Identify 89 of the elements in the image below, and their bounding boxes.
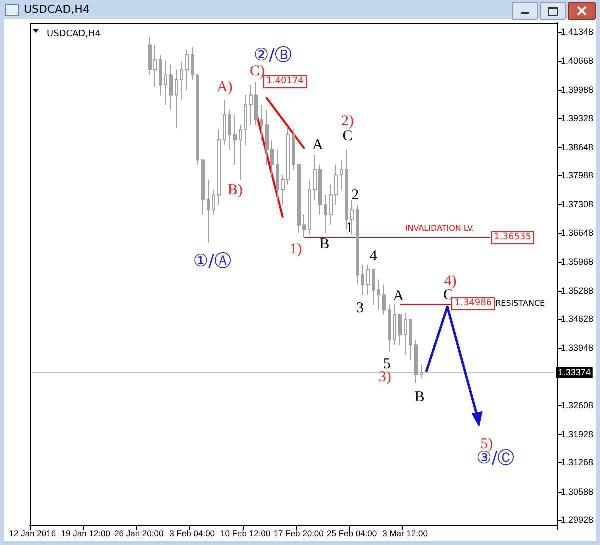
y-tick-label: 1.39328 [561, 113, 594, 124]
annotation: C [342, 128, 353, 144]
y-tick-label: 1.32608 [561, 400, 594, 410]
annotation: A) [216, 80, 233, 96]
annotation: B) [228, 182, 243, 198]
y-tick-label: 1.29928 [561, 514, 594, 525]
candlestick [185, 49, 189, 91]
candlestick [244, 94, 247, 146]
y-tick-label: 1.35968 [561, 256, 594, 267]
candlestick [239, 124, 242, 180]
annotation: 4) [444, 274, 457, 290]
y-tick-label: 1.34628 [561, 314, 594, 324]
candlestick [409, 319, 412, 361]
x-tick-label: 19 Jan 12:00 [61, 528, 111, 538]
annotation: 2 [352, 188, 360, 204]
candlestick [233, 114, 237, 166]
candlestick [164, 60, 167, 106]
candlestick [420, 364, 423, 379]
x-tick-label: 3 Feb 04:00 [170, 528, 216, 538]
y-tick-label: 1.41348 [561, 27, 594, 38]
annotation: A [393, 288, 404, 304]
candlestick [207, 179, 210, 244]
candlestick [191, 46, 194, 80]
candlestick [377, 279, 380, 311]
candlestick [196, 74, 199, 166]
y-tick-label: 1.37988 [561, 170, 594, 181]
annotation: 4 [370, 248, 378, 264]
candlestick [398, 314, 402, 346]
x-tick-label: 10 Feb 12:00 [220, 528, 271, 538]
candlestick [372, 269, 375, 306]
annotation: 3) [378, 370, 392, 386]
x-tick-label: 3 Mar 12:00 [382, 528, 428, 538]
chart-title: USDCAD,H4 [24, 3, 90, 16]
annotation: 5 [383, 356, 391, 372]
annotation: 3 [356, 300, 364, 316]
y-tick-label: 1.35288 [561, 286, 594, 296]
annotation: B [320, 236, 330, 252]
candlestick [382, 284, 386, 316]
candlestick [345, 149, 348, 230]
annotation: B [414, 390, 425, 406]
annotation: ①/Ⓐ [193, 252, 232, 272]
annotation: 2) [341, 114, 354, 130]
candlestick [308, 179, 311, 236]
candlestick [414, 340, 418, 384]
annotation: 1.34986 [452, 297, 496, 310]
annotation: 1 [346, 220, 354, 236]
y-tick-label: 1.39988 [561, 85, 594, 96]
candlestick [356, 204, 359, 286]
candlestick [217, 129, 221, 206]
candlestick [340, 160, 343, 191]
annotation: 1.40174 [264, 76, 307, 89]
candlestick [388, 304, 391, 352]
candlestick [361, 264, 364, 296]
candlestick [393, 303, 396, 346]
x-tick-label: 12 Jan 2016 [9, 528, 56, 538]
y-tick-label: 1.37308 [561, 200, 594, 210]
candlestick [404, 312, 407, 356]
y-tick-label: 1.40668 [561, 56, 594, 66]
candlestick [324, 194, 327, 234]
x-tick-label: 17 Feb 20:00 [274, 528, 324, 538]
y-tick-label: 1.31268 [561, 458, 594, 468]
ref-line-label: 1.33374 [558, 368, 591, 378]
annotation: 1.36535 [491, 231, 534, 244]
y-tick-label: 1.33948 [561, 343, 594, 354]
candlestick [276, 149, 279, 200]
ref-line-label: INVALIDATION LV. [404, 224, 476, 234]
candlestick [201, 160, 205, 216]
y-tick-label: 1.30588 [561, 486, 594, 497]
candlestick [159, 54, 162, 96]
candlestick [169, 64, 173, 111]
annotation: 1) [290, 242, 302, 258]
x-tick-label: 26 Jan 20:00 [114, 528, 164, 538]
annotation: C) [250, 64, 265, 80]
ref-line-label: RESISTANCE [494, 299, 546, 309]
annotation: A [312, 138, 324, 154]
candlestick [175, 69, 178, 129]
candlestick [223, 99, 226, 146]
candlestick [212, 190, 215, 216]
annotation: ②/Ⓑ [254, 46, 292, 66]
candlestick [366, 264, 370, 296]
y-tick-label: 1.31928 [561, 430, 594, 440]
y-tick-label: 1.36648 [561, 228, 594, 238]
candlestick [292, 129, 295, 170]
y-tick-label: 1.38648 [561, 142, 594, 152]
candlestick [228, 110, 231, 150]
candlestick [260, 104, 263, 141]
text: USDCAD,H4 [47, 30, 102, 40]
x-tick-label: 25 Feb 04:00 [327, 528, 378, 538]
candlestick [180, 61, 183, 100]
